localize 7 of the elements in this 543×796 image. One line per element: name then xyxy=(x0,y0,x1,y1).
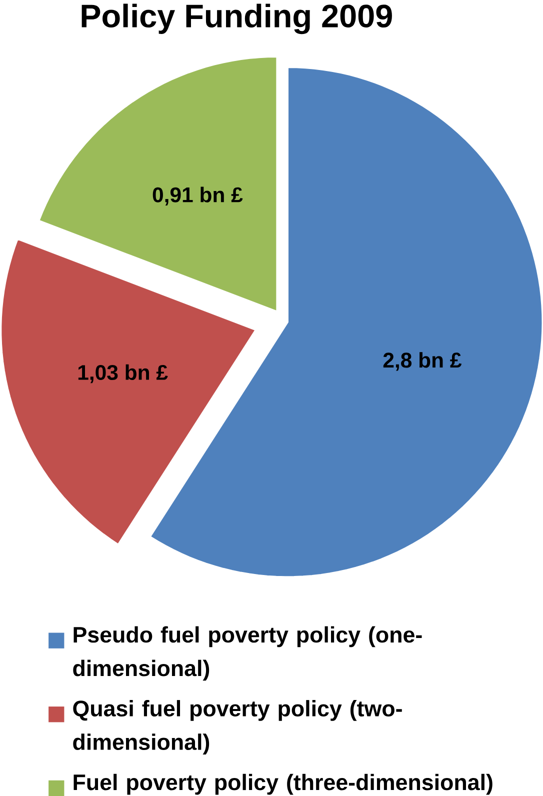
chart-title: Policy Funding 2009 xyxy=(82,4,392,34)
legend-label: Quasi fuel poverty policy (two-dimensional) xyxy=(72,700,402,754)
data-label: 0,91 bn £ xyxy=(152,186,243,206)
legend-label: Pseudo fuel poverty policy (one-dimensional) xyxy=(72,626,422,681)
legend-label: Fuel poverty policy (three-dimensional) xyxy=(74,774,492,795)
data-label: 1,03 bn £ xyxy=(78,364,168,384)
data-label: 2,8 bn £ xyxy=(383,352,462,371)
